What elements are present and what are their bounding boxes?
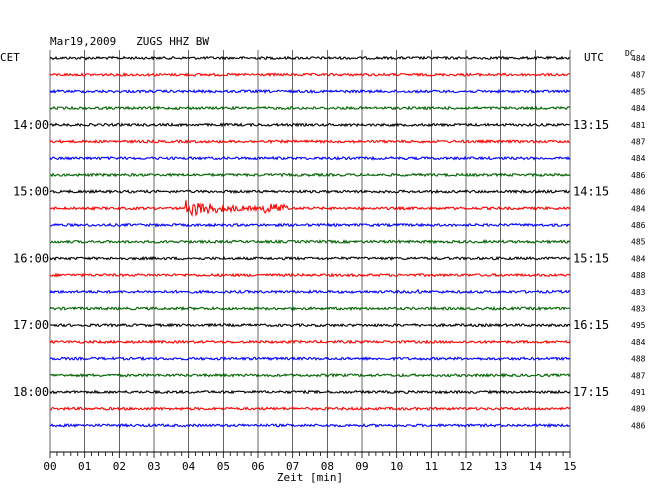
minute-grid (49, 50, 571, 452)
dc-offset-value: 487 (631, 71, 646, 80)
seismic-trace (49, 105, 571, 111)
x-tick-label: 05 (217, 460, 230, 473)
x-tick-label: 06 (251, 460, 264, 473)
dc-offset-value: 485 (631, 87, 646, 96)
cet-hour-label: 15:00 (13, 185, 49, 199)
x-tick-label: 04 (182, 460, 196, 473)
dc-offset-value: 487 (631, 371, 646, 380)
dc-offset-value: 484 (631, 254, 646, 263)
x-tick-label: 13 (494, 460, 507, 473)
dc-offset-value: 486 (631, 171, 646, 180)
dc-offset-value: 484 (631, 104, 646, 113)
seismic-trace (49, 88, 571, 94)
seismic-trace (49, 406, 571, 412)
dc-offset-value: 484 (631, 54, 646, 63)
x-tick-label: 09 (355, 460, 368, 473)
seismic-trace (49, 355, 571, 362)
dc-offset-value: 483 (631, 288, 646, 297)
seismic-trace (49, 305, 571, 312)
dc-offset-value: 486 (631, 221, 646, 230)
seismic-trace (49, 272, 571, 278)
seismic-trace (49, 122, 571, 128)
dc-column-label: DC (625, 49, 635, 58)
seismogram-traces (49, 55, 571, 429)
seismic-trace (49, 288, 571, 295)
utc-hour-label: 13:15 (573, 118, 609, 132)
seismic-trace (49, 200, 571, 218)
seismic-trace (49, 55, 571, 61)
x-tick-label: 08 (321, 460, 334, 473)
seismic-trace (49, 138, 571, 145)
x-tick-label: 12 (459, 460, 472, 473)
cet-hour-label: 14:00 (13, 118, 49, 132)
utc-hour-label: 16:15 (573, 318, 609, 332)
seismic-trace (49, 339, 571, 345)
utc-timezone-label: UTC (584, 51, 604, 64)
dc-offset-value: 481 (631, 121, 646, 130)
cet-hour-label: 18:00 (13, 385, 49, 399)
seismic-trace (49, 172, 571, 178)
seismic-trace (49, 255, 571, 261)
utc-hour-label: 14:15 (573, 185, 609, 199)
x-tick-label: 10 (390, 460, 403, 473)
seismic-trace (49, 422, 571, 429)
chart-title: Mar19,2009 ZUGS HHZ BW (50, 35, 209, 48)
dc-offset-value: 486 (631, 188, 646, 197)
cet-timezone-label: CET (0, 51, 20, 64)
dc-offset-value: 491 (631, 388, 646, 397)
dc-offset-value: 489 (631, 405, 646, 414)
utc-hour-label: 15:15 (573, 251, 609, 265)
dc-offset-value: 495 (631, 321, 646, 330)
dc-offset-value: 485 (631, 238, 646, 247)
dc-offset-value: 484 (631, 204, 646, 213)
x-tick-label: 14 (529, 460, 543, 473)
seismic-trace (49, 222, 571, 228)
x-tick-label: 00 (43, 460, 56, 473)
seismic-trace (49, 188, 571, 195)
x-axis-label: Zeit [min] (277, 471, 343, 484)
seismic-trace (49, 322, 571, 328)
x-tick-label: 01 (78, 460, 91, 473)
x-tick-label: 07 (286, 460, 299, 473)
seismic-trace (49, 71, 571, 78)
dc-offset-value: 488 (631, 355, 646, 364)
cet-hour-label: 17:00 (13, 318, 49, 332)
x-tick-label: 02 (113, 460, 126, 473)
x-tick-label: 03 (147, 460, 160, 473)
trace-labels: 14:00 15:00 16:00 17:00 18:00 13:15 14:15 15:15… (13, 54, 646, 430)
dc-offset-value: 483 (631, 305, 646, 314)
x-tick-label: 11 (425, 460, 438, 473)
x-tick-label: 15 (563, 460, 576, 473)
dc-offset-value: 486 (631, 421, 646, 430)
seismic-trace (49, 372, 571, 379)
x-axis: 00 01 02 03 04 05 06 07 08 09 10 11 12 13 14 15 (43, 451, 577, 473)
utc-hour-label: 17:15 (573, 385, 609, 399)
dc-offset-value: 484 (631, 338, 646, 347)
cet-hour-label: 16:00 (13, 251, 49, 265)
seismic-trace (49, 239, 571, 245)
seismic-trace (49, 155, 571, 161)
dc-offset-value: 487 (631, 138, 646, 147)
seismic-trace (49, 389, 571, 395)
dc-offset-value: 484 (631, 154, 646, 163)
dc-offset-value: 488 (631, 271, 646, 280)
